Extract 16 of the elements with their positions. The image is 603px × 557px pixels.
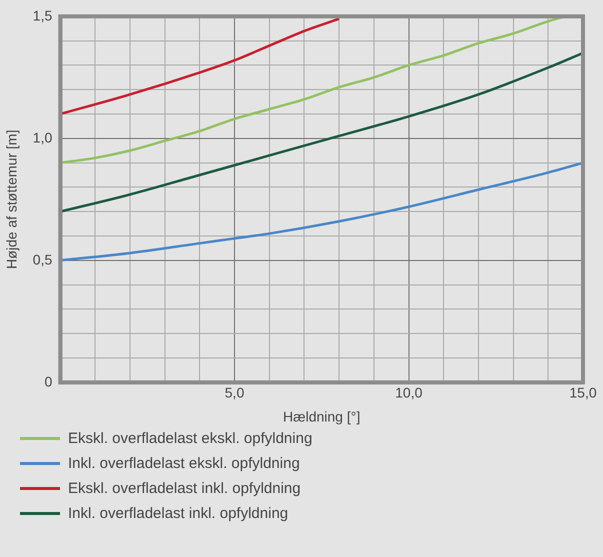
- line-series: [60, 52, 583, 213]
- y-tick-label: 0,5: [32, 251, 52, 268]
- x-axis-title: Hældning [°]: [283, 408, 360, 424]
- x-tick-label: 15,0: [569, 384, 597, 401]
- line-series: [60, 162, 583, 262]
- legend-label: Ekskl. overfladelast inkl. opfyldning: [68, 480, 301, 497]
- legend-label: Inkl. overfladelast ekskl. opfyldning: [68, 455, 300, 472]
- y-axis-title: Højde af støttemur [m]: [3, 130, 20, 270]
- legend-label: Inkl. overfladelast inkl. opfyldning: [68, 505, 288, 522]
- legend-label: Ekskl. overfladelast ekskl. opfyldning: [68, 430, 312, 447]
- x-tick-label: 5,0: [224, 384, 244, 401]
- y-tick-label: 1,5: [32, 7, 52, 24]
- line-series: [60, 18, 340, 116]
- y-tick-label: 1,0: [32, 129, 52, 146]
- x-tick-label: 10,0: [395, 384, 423, 401]
- y-tick-label: 0: [44, 373, 52, 390]
